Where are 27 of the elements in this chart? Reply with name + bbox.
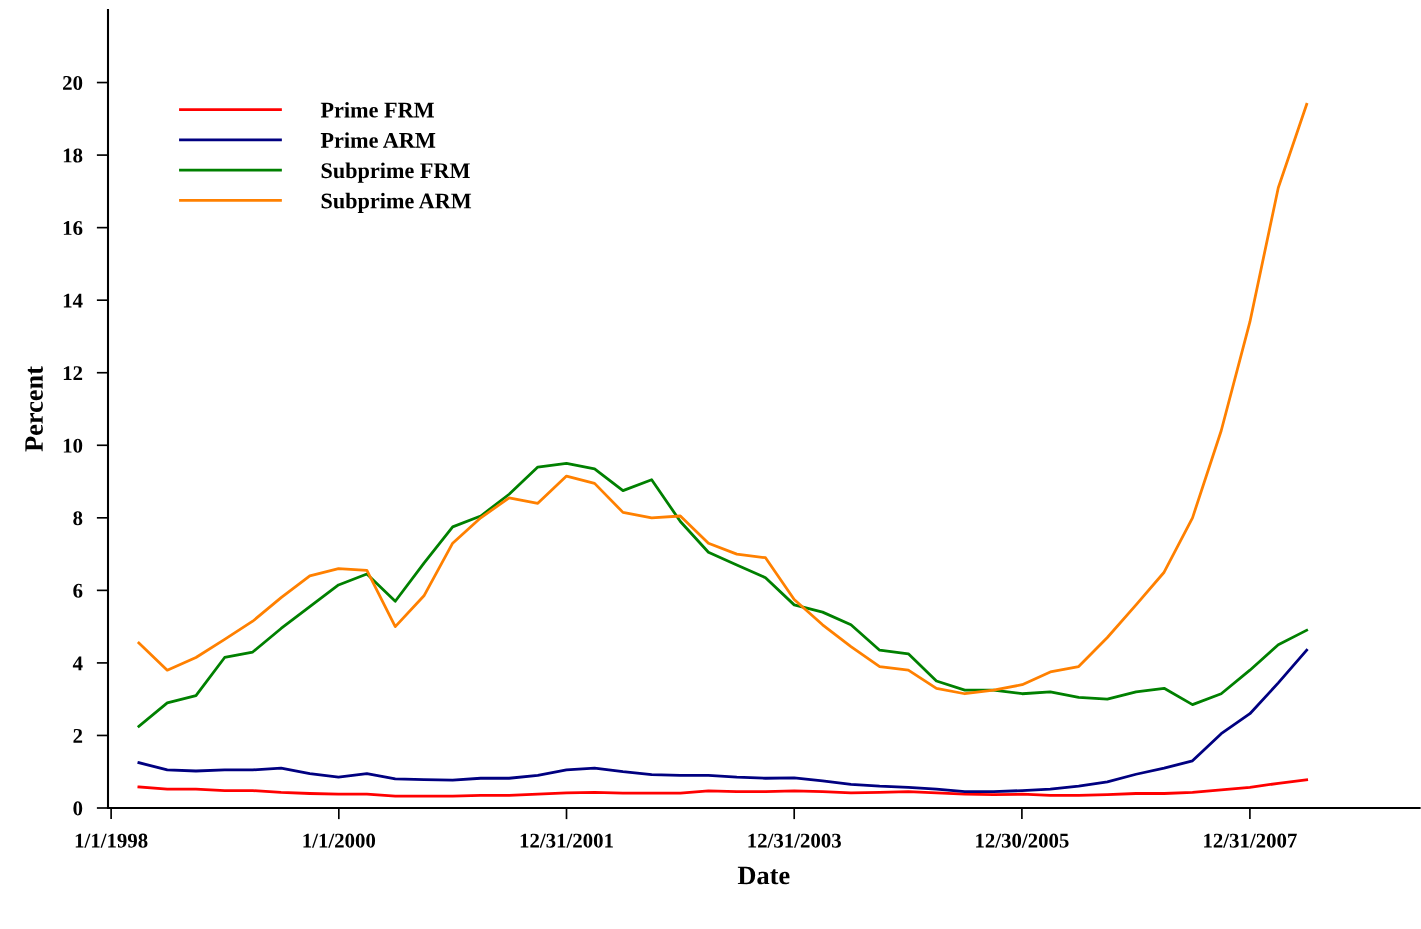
- y-tick-label: 0: [73, 801, 83, 816]
- line-series: [137, 778, 1309, 798]
- y-tick-label: 18: [63, 148, 83, 163]
- y-tick-label: 8: [73, 511, 83, 526]
- y-tick-label: 12: [63, 366, 83, 380]
- x-tick-label: 12/31/2007: [1204, 833, 1297, 848]
- x-tick-label: 1/1/2000: [303, 833, 376, 848]
- x-tick-label: 1/1/1998: [75, 833, 148, 848]
- x-axis-title: Date: [737, 866, 790, 885]
- x-tick-label: 12/31/2003: [748, 833, 841, 848]
- line-series: [137, 462, 1309, 728]
- y-tick-label: 6: [73, 583, 83, 598]
- legend-label: Subprime ARM: [321, 192, 472, 213]
- y-tick-label: 4: [72, 656, 83, 671]
- y-tick-label: 2: [73, 728, 83, 743]
- x-tick-label: 12/31/2001: [520, 833, 613, 848]
- line-series: [137, 648, 1309, 794]
- legend-label: Prime ARM: [320, 132, 436, 148]
- line-series: [137, 102, 1309, 696]
- legend-label: Subprime FRM: [321, 162, 470, 183]
- y-tick-label: 16: [63, 221, 83, 236]
- legend-label: Prime FRM: [320, 101, 434, 118]
- y-tick-label: 14: [63, 293, 83, 308]
- y-tick-label: 20: [63, 75, 83, 90]
- y-axis-title: Percent: [25, 366, 43, 452]
- y-tick-label: 10: [63, 438, 83, 453]
- x-tick-label: 12/30/2005: [976, 833, 1069, 848]
